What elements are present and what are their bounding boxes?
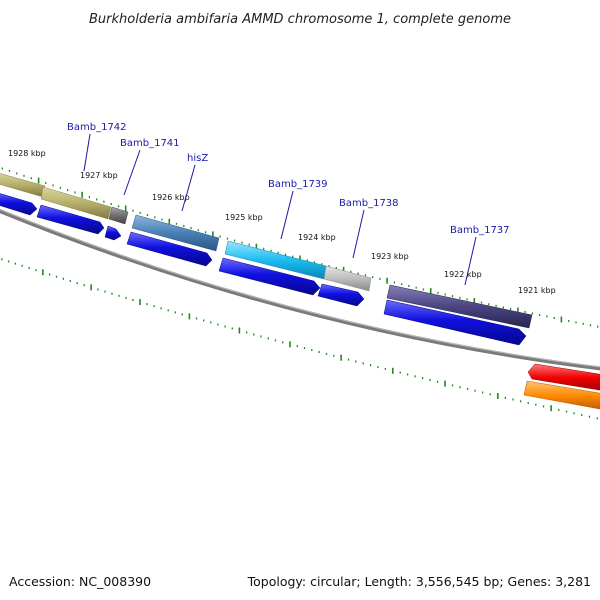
gene-feature-bamb-1738[interactable] (323, 265, 372, 292)
scale-label-1921-kbp: 1921 kbp (518, 286, 556, 295)
gene-label-bamb-1739[interactable]: Bamb_1739 (268, 179, 328, 190)
gene-label-bamb-1742[interactable]: Bamb_1742 (67, 122, 127, 133)
chromosome-backbone (0, 208, 600, 371)
chromosome-backbone-highlight (0, 209, 600, 368)
gene-feature-bamb-1742[interactable] (40, 186, 112, 220)
scale-label-1927-kbp: 1927 kbp (80, 171, 118, 180)
scale-label-1926-kbp: 1926 kbp (152, 193, 190, 202)
gene-label-bamb-1738[interactable]: Bamb_1738 (339, 198, 399, 209)
map-title: Burkholderia ambifaria AMMD chromosome 1… (89, 12, 511, 27)
cds-arrow-4[interactable] (126, 231, 213, 267)
scale-label-1923-kbp: 1923 kbp (371, 252, 409, 261)
cds-arrow-3[interactable] (104, 225, 122, 241)
gene-label-hisz[interactable]: hisZ (187, 153, 208, 164)
scale-label-1925-kbp: 1925 kbp (225, 213, 263, 222)
scale-label-1928-kbp: 1928 kbp (8, 149, 46, 158)
cds-arrow-2[interactable] (36, 204, 105, 235)
scale-label-1924-kbp: 1924 kbp (298, 233, 336, 242)
cds-arrow-6[interactable] (317, 283, 365, 307)
inner-tick-arc (1, 258, 598, 420)
gene-feature-red[interactable] (527, 363, 600, 391)
gene-feature-bamb-1737[interactable] (386, 284, 533, 329)
gene-feature-hisz[interactable] (131, 214, 220, 252)
gene-leader-bamb-1741 (123, 149, 141, 196)
gene-feature-olive-left[interactable] (0, 172, 46, 198)
gene-label-bamb-1737[interactable]: Bamb_1737 (450, 225, 510, 236)
gene-label-bamb-1741[interactable]: Bamb_1741 (120, 138, 180, 149)
gene-leader-hisz (181, 164, 196, 212)
gene-feature-orange[interactable] (523, 380, 600, 410)
genome-info-label: Topology: circular; Length: 3,556,545 bp… (247, 574, 591, 589)
cds-arrow-1[interactable] (0, 192, 38, 216)
gene-leader-bamb-1739 (280, 190, 294, 240)
gene-leader-bamb-1738 (352, 209, 365, 259)
cds-arrow-5[interactable] (218, 257, 321, 296)
gene-leader-bamb-1737 (464, 236, 477, 286)
cds-arrow-7[interactable] (383, 299, 527, 346)
gene-feature-bamb-1741[interactable] (108, 206, 129, 225)
scale-label-1922-kbp: 1922 kbp (444, 270, 482, 279)
accession-label: Accession: NC_008390 (9, 574, 151, 589)
gene-leader-bamb-1742 (83, 133, 91, 172)
